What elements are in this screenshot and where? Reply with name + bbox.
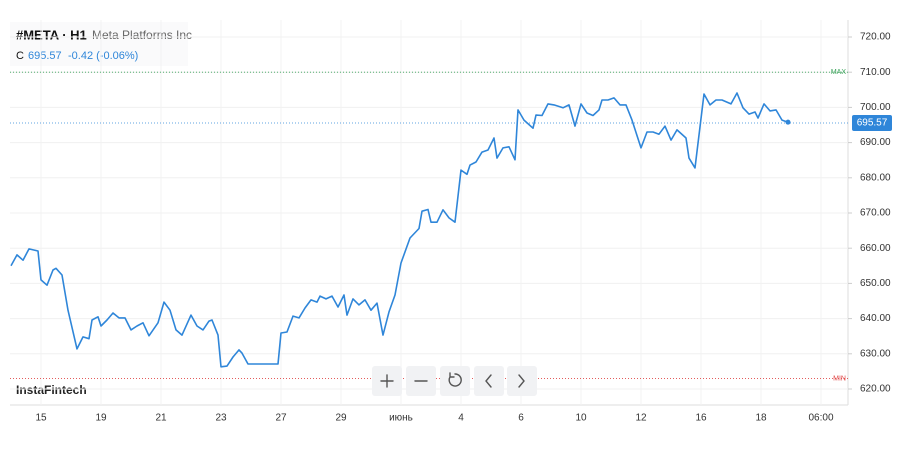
x-tick-label: 19 — [95, 413, 107, 424]
y-tick-label: 620.00 — [860, 384, 891, 395]
y-tick-label: 660.00 — [860, 243, 891, 254]
change-value: -0.42 (-0.06%) — [68, 50, 138, 62]
y-tick-label: 640.00 — [860, 313, 891, 324]
close-label: C — [16, 50, 24, 62]
x-tick-label: 16 — [695, 413, 707, 424]
reset-button[interactable] — [440, 366, 470, 396]
x-tick-label: 06:00 — [808, 413, 833, 424]
chart-subtitle: Meta Platforms Inc — [92, 28, 192, 42]
close-value: 695.57 — [28, 50, 62, 62]
last-price-label: 695.57 — [857, 118, 888, 129]
y-tick-label: 670.00 — [860, 208, 891, 219]
toolbar — [372, 366, 537, 396]
last-point — [785, 119, 791, 125]
x-tick-label: 27 — [275, 413, 287, 424]
x-tick-label: 4 — [458, 413, 464, 424]
x-tick-label: 10 — [575, 413, 587, 424]
x-tick-label: 23 — [215, 413, 227, 424]
brand-logo: InstaFintech — [16, 383, 87, 397]
y-tick-label: 720.00 — [860, 32, 891, 43]
y-tick-label: 650.00 — [860, 278, 891, 289]
y-tick-label: 630.00 — [860, 348, 891, 359]
x-tick-label: 15 — [35, 413, 47, 424]
last-price-box — [852, 114, 892, 131]
chart-title: #META · H1 — [16, 27, 87, 42]
x-tick-label: 18 — [755, 413, 767, 424]
x-tick-label: 12 — [635, 413, 647, 424]
x-tick-label: 29 — [335, 413, 347, 424]
forward-button[interactable] — [507, 366, 537, 396]
y-tick-label: 680.00 — [860, 172, 891, 183]
x-tick-label: 6 — [518, 413, 524, 424]
zoom-out-button[interactable] — [406, 366, 436, 396]
header-bg — [10, 22, 188, 66]
price-line — [10, 92, 789, 368]
x-tick-label: июнь — [389, 413, 413, 424]
level-label: MIN — [833, 375, 846, 382]
x-tick-label: 21 — [155, 413, 167, 424]
y-tick-label: 690.00 — [860, 137, 891, 148]
zoom-in-button[interactable] — [372, 366, 402, 396]
back-button[interactable] — [474, 366, 504, 396]
level-label: MAX — [831, 69, 847, 76]
y-tick-label: 710.00 — [860, 67, 891, 78]
y-tick-label: 700.00 — [860, 102, 891, 113]
